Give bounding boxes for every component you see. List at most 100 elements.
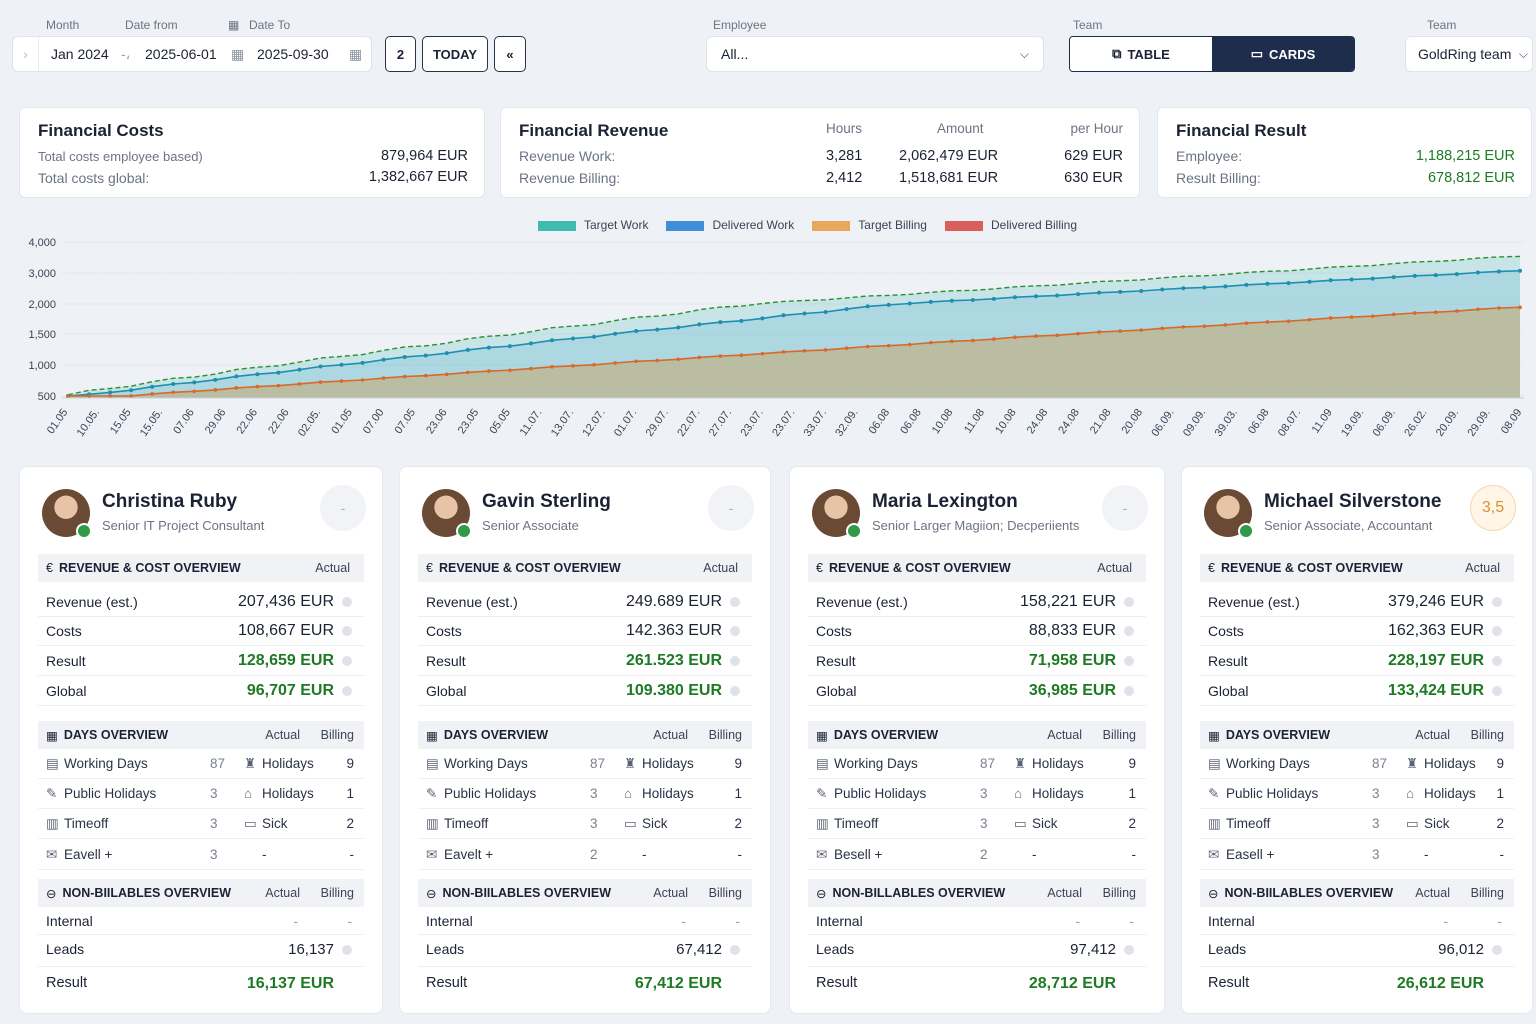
data-point[interactable] [1455,309,1459,313]
data-point[interactable] [1518,305,1522,310]
data-point[interactable] [276,370,281,375]
data-point[interactable] [1202,285,1207,290]
info-icon[interactable] [730,597,740,607]
data-point[interactable] [1476,307,1480,312]
info-icon[interactable] [342,597,352,607]
data-point[interactable] [1055,333,1059,338]
avatar[interactable] [1204,489,1254,539]
data-point[interactable] [1307,279,1312,284]
data-point[interactable] [255,372,260,377]
info-icon[interactable] [342,656,352,666]
data-point[interactable] [1370,276,1375,281]
data-point[interactable] [466,370,470,375]
data-point[interactable] [823,309,828,314]
data-point[interactable] [150,384,155,389]
data-point[interactable] [697,355,702,360]
data-point[interactable] [802,311,807,316]
data-point[interactable] [886,343,891,348]
data-point[interactable] [1202,324,1207,328]
data-point[interactable] [1076,292,1081,297]
data-point[interactable] [465,347,470,352]
data-point[interactable] [1013,335,1017,340]
employee-card[interactable]: Gavin Sterling Senior Associate - € REVEN… [399,466,771,1014]
data-point[interactable] [360,378,365,382]
data-point[interactable] [1181,286,1186,291]
data-point[interactable] [634,359,638,364]
data-point[interactable] [907,342,912,347]
data-point[interactable] [297,367,302,372]
data-point[interactable] [1391,312,1396,317]
data-point[interactable] [444,351,449,356]
data-point[interactable] [718,354,723,358]
avatar[interactable] [422,489,472,539]
data-point[interactable] [129,394,133,398]
data-point[interactable] [592,362,596,367]
data-point[interactable] [171,381,176,386]
data-point[interactable] [950,339,954,344]
data-point[interactable] [1349,277,1354,282]
data-point[interactable] [781,350,786,354]
data-point[interactable] [928,299,933,304]
data-point[interactable] [571,363,575,368]
data-point[interactable] [150,392,154,396]
data-point[interactable] [1265,320,1270,324]
data-point[interactable] [760,351,765,356]
data-point[interactable] [402,354,407,359]
legend-item[interactable]: Delivered Work [666,218,794,232]
data-point[interactable] [760,316,765,321]
data-point[interactable] [1097,330,1101,334]
info-icon[interactable] [342,686,352,696]
data-point[interactable] [1139,289,1144,294]
info-icon[interactable] [1124,626,1134,636]
legend-item[interactable]: Target Work [538,218,648,232]
reset-button[interactable]: « [494,36,526,72]
employee-card[interactable]: Christina Ruby Senior IT Project Consult… [19,466,383,1014]
team-select[interactable]: GoldRing team ⌵ [1405,36,1533,72]
data-point[interactable] [739,353,744,358]
data-point[interactable] [1012,295,1017,300]
data-point[interactable] [1349,315,1354,319]
calendar-icon[interactable]: ▦ [231,45,245,62]
legend-item[interactable]: Target Billing [812,218,927,232]
employee-card[interactable]: Maria Lexington Senior Larger Magiion; D… [789,466,1165,1014]
data-point[interactable] [1518,268,1522,273]
data-point[interactable] [907,301,912,306]
info-icon[interactable] [342,945,352,955]
data-point[interactable] [234,374,239,379]
data-point[interactable] [529,366,533,371]
data-point[interactable] [318,364,323,369]
info-icon[interactable] [1124,656,1134,666]
data-point[interactable] [381,357,386,362]
data-point[interactable] [360,360,365,365]
data-point[interactable] [1097,290,1102,295]
data-point[interactable] [192,380,197,385]
info-icon[interactable] [730,626,740,636]
data-point[interactable] [844,307,849,312]
data-point[interactable] [991,296,996,301]
data-point[interactable] [1034,334,1038,338]
data-point[interactable] [865,344,870,349]
today-button[interactable]: TODAY [422,36,488,72]
avatar[interactable] [42,489,92,539]
data-point[interactable] [1307,317,1312,322]
info-icon[interactable] [1492,597,1502,607]
data-point[interactable] [1160,287,1165,292]
data-point[interactable] [255,384,260,389]
data-point[interactable] [1076,331,1080,336]
data-point[interactable] [66,394,70,398]
info-icon[interactable] [730,945,740,955]
info-icon[interactable] [1492,945,1502,955]
info-icon[interactable] [1492,656,1502,666]
avatar[interactable] [812,489,862,539]
data-point[interactable] [381,376,386,380]
data-point[interactable] [676,357,681,362]
data-point[interactable] [823,348,828,352]
data-point[interactable] [550,338,554,343]
data-point[interactable] [676,325,681,330]
info-icon[interactable] [1124,945,1134,955]
data-point[interactable] [213,377,218,382]
data-point[interactable] [1328,316,1333,320]
info-icon[interactable] [730,656,740,666]
data-point[interactable] [1223,323,1228,327]
data-point[interactable] [402,374,407,379]
